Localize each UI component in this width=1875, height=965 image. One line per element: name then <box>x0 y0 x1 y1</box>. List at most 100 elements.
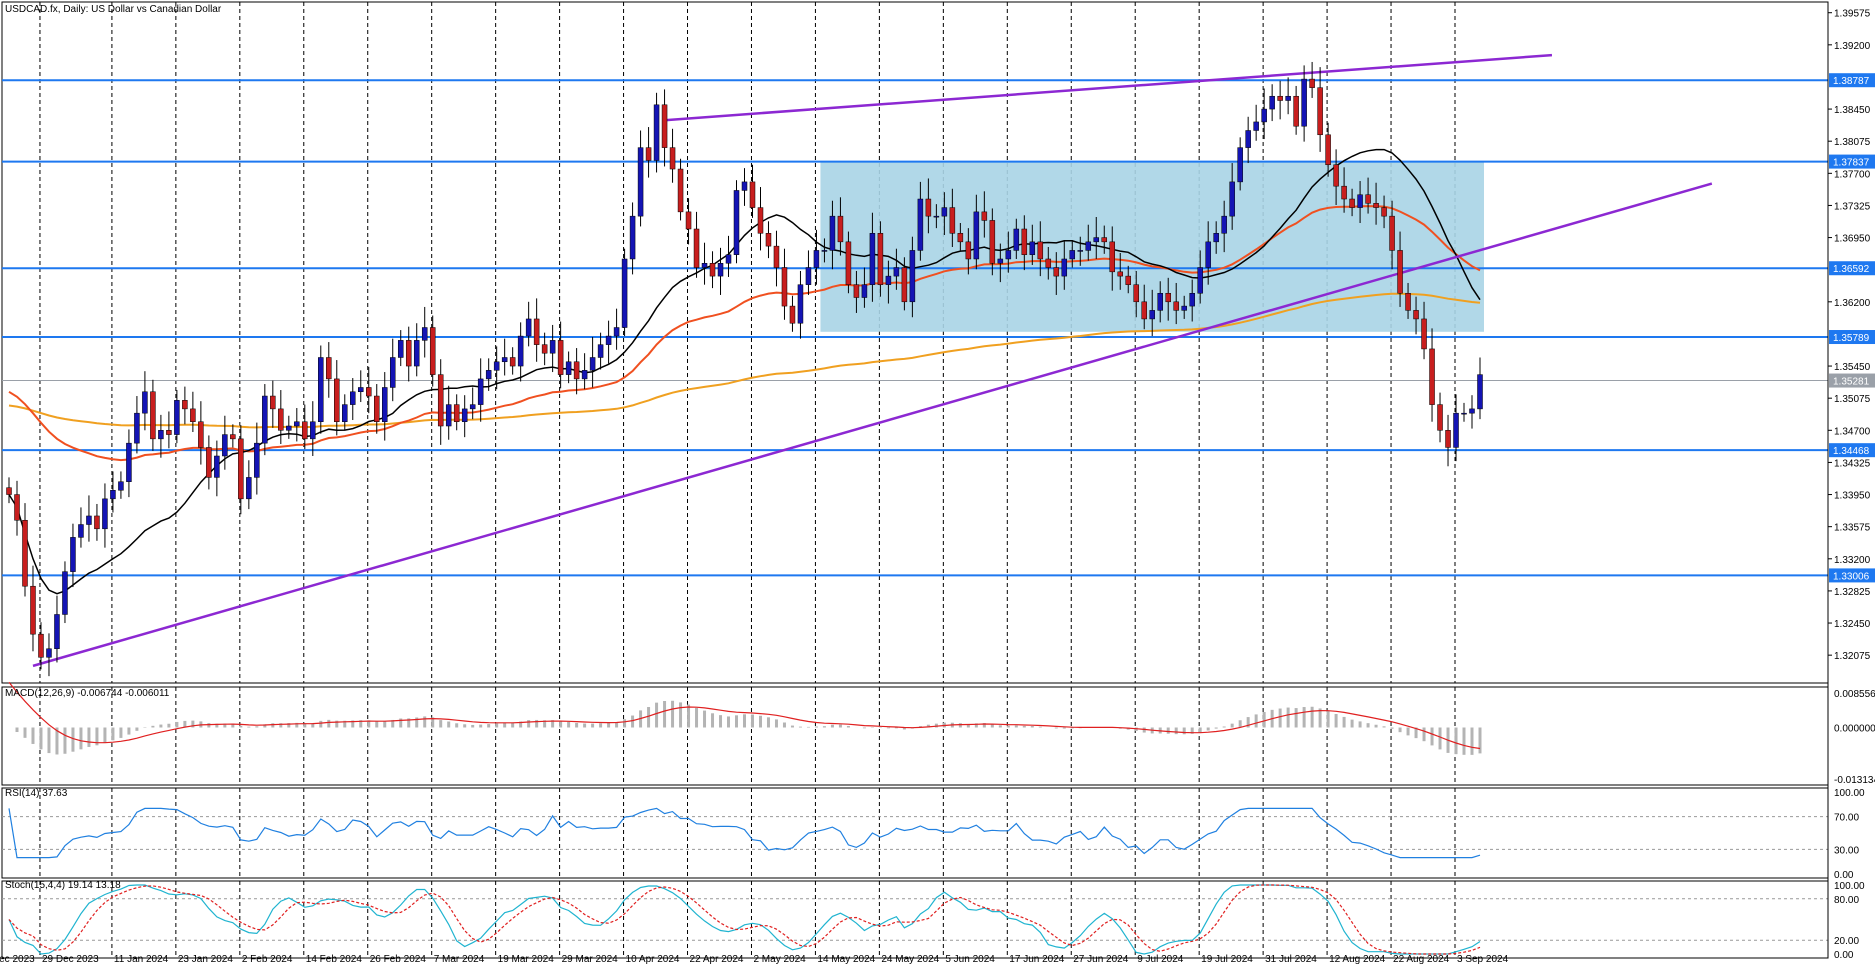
bull-candle <box>1253 121 1259 131</box>
bear-candle <box>1165 292 1171 303</box>
bull-candle <box>653 104 660 161</box>
bear-candle <box>6 487 12 495</box>
x-tick-label: 29 Mar 2024 <box>562 954 619 965</box>
bull-candle <box>389 357 396 388</box>
bull-candle <box>54 614 60 649</box>
bear-candle <box>557 340 564 375</box>
bull-candle <box>941 207 948 217</box>
bull-candle <box>717 263 724 277</box>
bull-candle <box>1301 78 1307 127</box>
bull-candle <box>310 421 316 440</box>
rsi-tick-label: 0.00 <box>1834 870 1854 881</box>
bull-candle <box>254 442 260 478</box>
bear-candle <box>374 395 380 422</box>
x-tick-label: 14 May 2024 <box>817 954 875 965</box>
rsi-title: RSI(14) 37.63 <box>5 788 68 799</box>
bear-candle <box>1373 203 1379 208</box>
indicator-panes: 0.008556 0.000000 -0.013134 100.00 70.00 30.0… <box>2 681 1875 961</box>
grid <box>1 1 1829 959</box>
bear-candle <box>1125 275 1131 285</box>
x-tick-label: 3 Sep 2024 <box>1457 954 1509 965</box>
level-badge-label: 1.37837 <box>1833 158 1870 169</box>
trendline-upper-channel[interactable] <box>664 53 1553 122</box>
x-tick-label: 18 Dec 2023 <box>0 954 35 965</box>
bear-candle <box>1117 271 1123 277</box>
bear-candle <box>573 361 580 380</box>
bear-candle <box>1381 207 1387 217</box>
bull-candle <box>1005 250 1012 260</box>
y-tick-label: 1.36200 <box>1834 298 1871 309</box>
bull-candle <box>893 267 900 277</box>
bear-candle <box>1437 404 1443 431</box>
bear-candle <box>230 434 236 440</box>
stoch-tick-label: 0.00 <box>1834 950 1854 961</box>
y-tick-label: 1.34700 <box>1834 426 1871 437</box>
bull-candle <box>214 455 220 478</box>
y-tick-label: 1.33575 <box>1834 523 1871 534</box>
y-tick-label: 1.39200 <box>1834 41 1871 52</box>
bull-candle <box>861 284 868 298</box>
bear-candle <box>789 305 796 324</box>
bear-candle <box>661 104 668 148</box>
bull-candle <box>174 400 180 435</box>
bear-candle <box>278 408 284 431</box>
rsi-tick-label: 70.00 <box>1834 813 1859 824</box>
bear-candle <box>1109 241 1115 273</box>
bear-candle <box>773 245 780 268</box>
x-tick-label: 10 Apr 2024 <box>626 954 680 965</box>
x-tick-label: 27 Jun 2024 <box>1073 954 1128 965</box>
bull-candle <box>126 442 132 482</box>
stoch-signal-line <box>8 884 1481 955</box>
bull-candle <box>262 395 268 444</box>
bear-candle <box>182 400 188 410</box>
bull-candle <box>158 430 164 440</box>
bear-candle <box>334 378 340 422</box>
y-tick-label: 1.39575 <box>1834 9 1871 20</box>
bull-candle <box>445 404 452 427</box>
bull-candle <box>110 490 116 500</box>
x-tick-label: 19 Mar 2024 <box>498 954 555 965</box>
trendline-rising-support[interactable] <box>32 182 1713 668</box>
bear-candle <box>30 585 36 635</box>
level-badge <box>1829 154 1875 169</box>
macd-tick-label: 0.000000 <box>1834 723 1875 734</box>
bull-candle <box>1029 241 1036 255</box>
bear-candle <box>1317 87 1323 136</box>
bear-candle <box>949 207 956 234</box>
bull-candle <box>246 477 252 500</box>
bull-candle <box>605 335 612 345</box>
stoch-tick-label: 20.00 <box>1834 936 1859 947</box>
bull-candle <box>485 370 492 380</box>
bull-candle <box>525 318 532 337</box>
bear-candle <box>757 207 764 234</box>
bull-candle <box>805 267 812 285</box>
level-badge-label: 1.33006 <box>1833 571 1870 582</box>
bear-candle <box>1037 241 1044 260</box>
bull-candle <box>1061 258 1068 277</box>
bull-candle <box>1261 108 1267 123</box>
bear-candle <box>1133 284 1139 303</box>
bull-candle <box>461 408 468 422</box>
level-badge <box>1829 73 1875 88</box>
bear-candle <box>238 438 244 500</box>
bear-candle <box>453 404 460 422</box>
bear-candle <box>150 391 156 440</box>
bear-candle <box>206 447 212 478</box>
bear-candle <box>270 395 276 410</box>
bull-candle <box>725 254 732 264</box>
y-tick-label: 1.38075 <box>1834 137 1871 148</box>
bull-candle <box>733 190 740 255</box>
bull-candle <box>741 181 748 191</box>
bear-candle <box>94 515 100 530</box>
bear-candle <box>669 147 676 170</box>
stoch-tick-label: 100.00 <box>1834 881 1865 892</box>
bull-candle <box>997 258 1004 264</box>
bear-candle <box>1309 78 1315 88</box>
bear-candle <box>1405 292 1411 311</box>
bull-candle <box>589 357 596 371</box>
bull-candle <box>70 537 76 572</box>
bull-candle <box>613 327 620 337</box>
bull-candle <box>1205 241 1211 268</box>
level-badge <box>1829 330 1875 345</box>
